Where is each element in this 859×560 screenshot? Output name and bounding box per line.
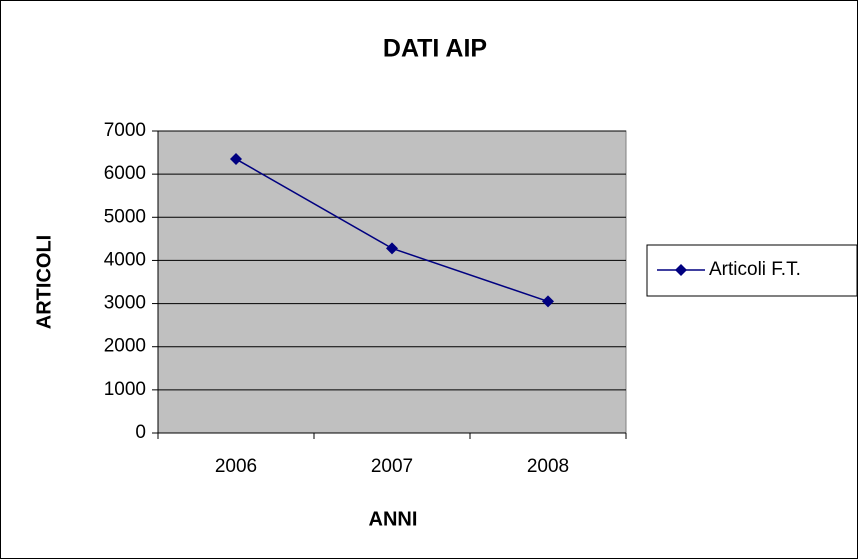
legend-marker (675, 264, 687, 276)
y-tick-label: 4000 (104, 249, 146, 270)
y-tick-label: 1000 (104, 379, 146, 400)
y-axis-label: ARTICOLI (33, 235, 55, 329)
x-tick-label: 2008 (527, 456, 569, 477)
chart-title: DATI AIP (383, 35, 487, 63)
marker (542, 295, 554, 308)
y-tick-label: 0 (135, 422, 146, 443)
y-tick-label: 7000 (104, 120, 146, 141)
x-axis-label: ANNI (369, 508, 418, 530)
y-tick-label: 5000 (104, 206, 146, 227)
legend-label: Articoli F.T. (709, 259, 801, 280)
y-tick-label: 2000 (104, 336, 146, 357)
x-tick-label: 2006 (215, 456, 257, 477)
y-tick-label: 6000 (104, 163, 146, 184)
marker (230, 153, 242, 166)
y-tick-label: 3000 (104, 293, 146, 314)
marker (386, 242, 398, 255)
x-tick-label: 2007 (371, 456, 413, 477)
plot-area (157, 130, 627, 434)
